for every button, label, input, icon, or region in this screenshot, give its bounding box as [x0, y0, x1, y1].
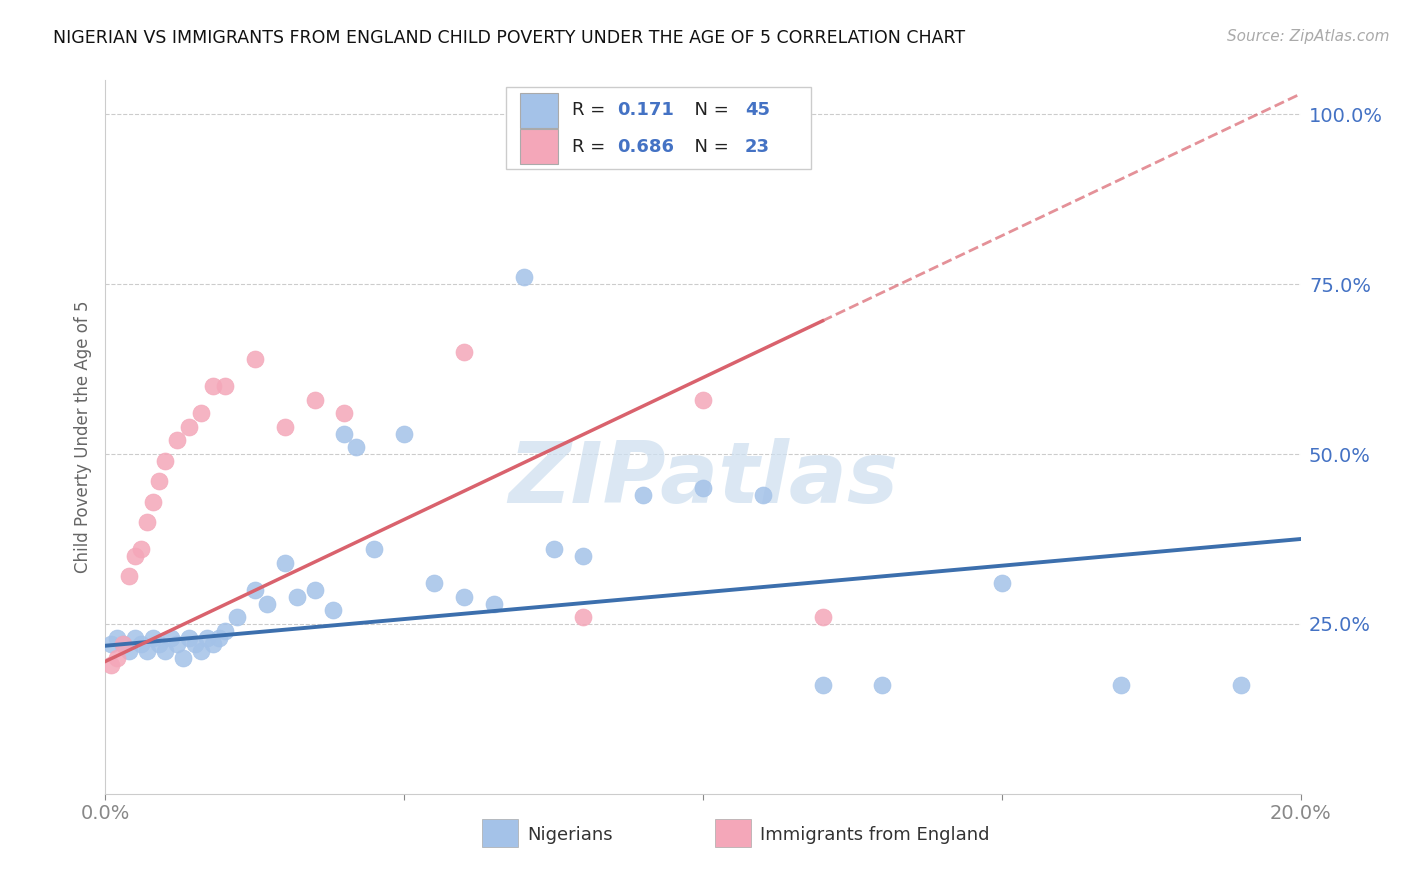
Point	[543, 542, 565, 557]
Point	[184, 637, 207, 651]
Point	[124, 631, 146, 645]
Point	[208, 631, 231, 645]
Point	[273, 556, 295, 570]
Text: Immigrants from England: Immigrants from England	[761, 826, 990, 844]
Point	[177, 631, 201, 645]
Point	[155, 644, 177, 658]
Point	[112, 637, 135, 651]
Point	[195, 631, 218, 645]
Text: 45: 45	[745, 102, 770, 120]
Point	[256, 597, 278, 611]
Point	[190, 406, 212, 420]
Point	[572, 549, 595, 563]
Point	[304, 392, 326, 407]
Point	[304, 582, 326, 597]
Point	[394, 426, 416, 441]
Text: Source: ZipAtlas.com: Source: ZipAtlas.com	[1226, 29, 1389, 44]
Point	[100, 637, 122, 651]
Point	[100, 657, 122, 672]
Point	[190, 644, 212, 658]
Text: R =: R =	[571, 102, 610, 120]
Point	[1111, 678, 1133, 692]
Point	[129, 637, 153, 651]
Text: 0.171: 0.171	[617, 102, 673, 120]
Point	[811, 678, 834, 692]
Point	[453, 590, 475, 604]
Text: 23: 23	[745, 137, 770, 155]
Point	[124, 549, 146, 563]
Point	[363, 542, 385, 557]
Point	[107, 631, 129, 645]
Text: Nigerians: Nigerians	[527, 826, 613, 844]
Point	[166, 434, 188, 448]
Text: 0.686: 0.686	[617, 137, 673, 155]
Point	[811, 610, 834, 624]
Text: ZIPatlas: ZIPatlas	[508, 438, 898, 522]
Point	[214, 624, 236, 638]
Point	[482, 597, 505, 611]
Point	[155, 454, 177, 468]
Point	[872, 678, 894, 692]
Point	[148, 637, 170, 651]
Point	[172, 651, 194, 665]
Point	[177, 420, 201, 434]
Point	[346, 440, 368, 454]
Point	[107, 651, 129, 665]
Point	[243, 351, 266, 366]
Point	[225, 610, 249, 624]
FancyBboxPatch shape	[506, 87, 811, 169]
Text: N =: N =	[683, 102, 734, 120]
Point	[285, 590, 308, 604]
Point	[136, 515, 159, 529]
Point	[692, 481, 714, 495]
FancyBboxPatch shape	[520, 129, 558, 163]
Point	[142, 631, 165, 645]
Point	[142, 494, 165, 508]
Point	[148, 475, 170, 489]
Point	[166, 637, 188, 651]
Point	[453, 345, 475, 359]
Point	[423, 576, 446, 591]
Point	[243, 582, 266, 597]
Point	[273, 420, 295, 434]
Point	[118, 569, 141, 583]
Point	[751, 488, 773, 502]
Point	[136, 644, 159, 658]
Point	[112, 637, 135, 651]
Point	[333, 406, 356, 420]
Point	[202, 637, 225, 651]
Point	[633, 488, 655, 502]
Point	[1229, 678, 1253, 692]
FancyBboxPatch shape	[482, 819, 517, 847]
Text: N =: N =	[683, 137, 734, 155]
Point	[513, 270, 536, 285]
Point	[990, 576, 1012, 591]
Point	[321, 603, 344, 617]
Point	[129, 542, 153, 557]
Point	[118, 644, 141, 658]
Point	[333, 426, 356, 441]
Point	[692, 392, 714, 407]
Y-axis label: Child Poverty Under the Age of 5: Child Poverty Under the Age of 5	[73, 301, 91, 574]
Point	[214, 379, 236, 393]
Point	[572, 610, 595, 624]
Text: NIGERIAN VS IMMIGRANTS FROM ENGLAND CHILD POVERTY UNDER THE AGE OF 5 CORRELATION: NIGERIAN VS IMMIGRANTS FROM ENGLAND CHIL…	[53, 29, 966, 46]
FancyBboxPatch shape	[520, 94, 558, 128]
FancyBboxPatch shape	[716, 819, 751, 847]
Text: R =: R =	[571, 137, 610, 155]
Point	[202, 379, 225, 393]
Point	[160, 631, 183, 645]
